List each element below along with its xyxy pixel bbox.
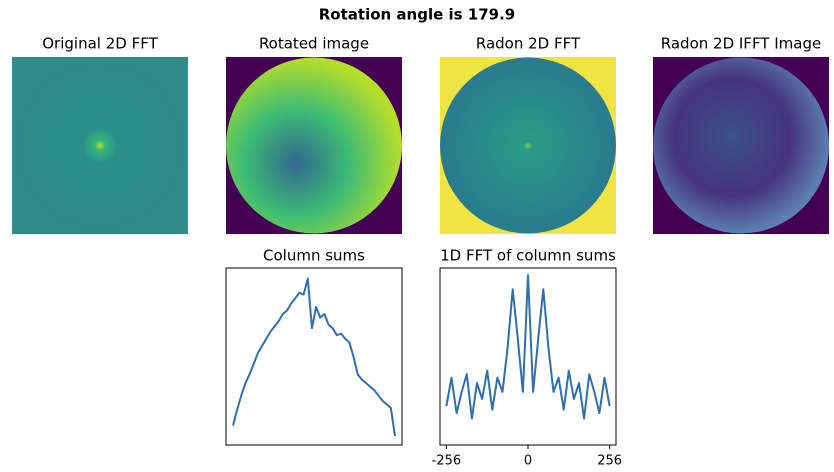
figure-title: Rotation angle is 179.9 <box>319 6 515 24</box>
data-line <box>445 274 611 420</box>
radon-ifft-image <box>653 57 829 234</box>
axes-title: 1D FFT of column sums <box>440 247 616 265</box>
x-tick-label: 256 <box>597 454 622 469</box>
axes-title: Column sums <box>263 247 365 265</box>
x-tick-label: -256 <box>432 454 462 469</box>
rotated-image <box>226 57 402 234</box>
radon-fft-image <box>440 57 616 234</box>
image-title: Rotated image <box>259 35 369 53</box>
image-title: Radon 2D FFT <box>476 35 581 53</box>
x-tick-label: 0 <box>524 454 532 469</box>
data-line <box>232 277 396 437</box>
axes-frame <box>225 267 403 446</box>
image-title: Radon 2D IFFT Image <box>661 35 821 53</box>
image-title: Original 2D FFT <box>42 35 158 53</box>
fft-image <box>12 57 188 234</box>
